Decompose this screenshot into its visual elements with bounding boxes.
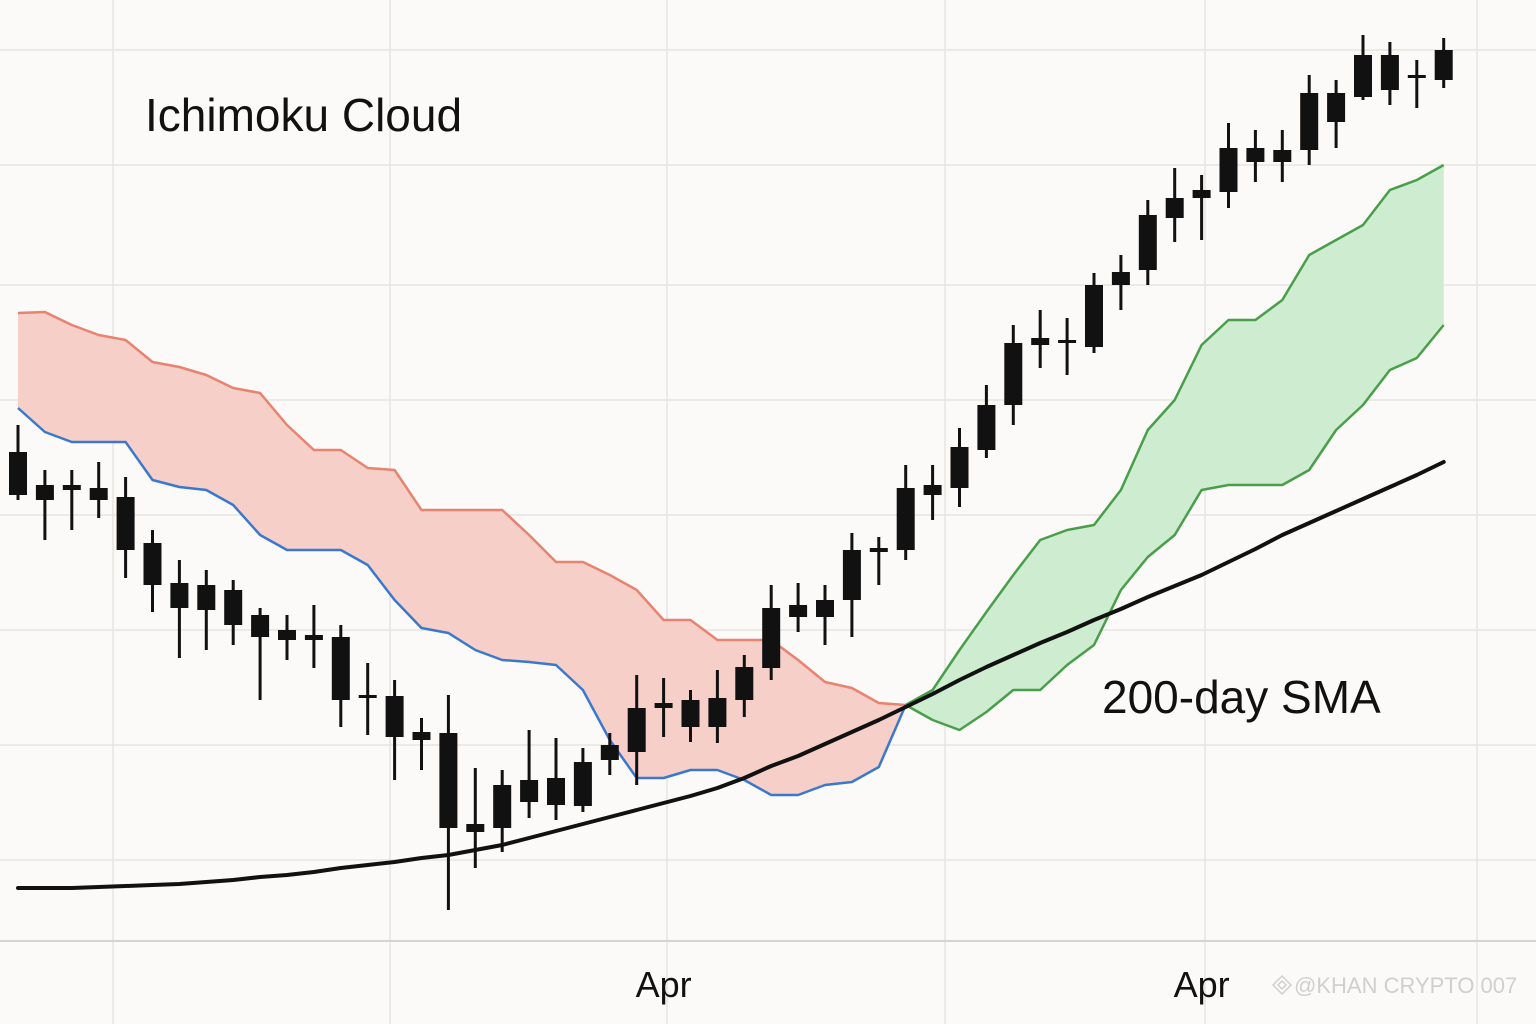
candle-body [224, 590, 243, 625]
candle-body [977, 405, 996, 450]
candle-body [358, 695, 377, 698]
candle-body [89, 488, 108, 500]
candle-body [412, 732, 431, 740]
candle-body [547, 778, 565, 805]
candle-body [35, 485, 54, 500]
candle-body [789, 605, 808, 617]
candle-body [251, 615, 270, 637]
candle-body [1354, 55, 1372, 97]
candle-body [9, 452, 27, 495]
candle-body [197, 585, 216, 610]
cloud-upper-line [17, 310, 906, 707]
candle-body [1111, 272, 1130, 285]
candles [9, 35, 1453, 910]
candle-body [1219, 148, 1238, 192]
candle-body [385, 696, 404, 737]
candle-body [1058, 340, 1077, 343]
candle-body [816, 600, 834, 617]
candle-body [331, 637, 350, 700]
candle-body [1192, 190, 1211, 198]
candle-body [1246, 148, 1265, 162]
candle-body [923, 485, 942, 495]
candle-body [762, 608, 781, 668]
candle-body [1273, 150, 1292, 162]
labels: Ichimoku Cloud 200-day SMA @KHAN CRYPTO … [145, 89, 1517, 1005]
candle-body [654, 703, 673, 708]
candle-body [869, 548, 888, 552]
chart-title: Ichimoku Cloud [145, 89, 462, 141]
candle-body [896, 488, 915, 550]
candle-body [170, 583, 189, 608]
candle-body [1434, 50, 1453, 80]
candle-body [1085, 285, 1103, 347]
sma-layer [16, 460, 1446, 890]
candle-body [708, 698, 727, 727]
candle-body [1380, 55, 1399, 90]
candle-body [735, 667, 754, 700]
candle-body [278, 630, 296, 640]
candle-body [1004, 343, 1023, 405]
candle-body [116, 497, 135, 550]
candle-body [1031, 338, 1050, 345]
candle-body [493, 785, 512, 828]
candle-body [439, 733, 458, 828]
candle-body [62, 485, 81, 490]
x-tick-label: Apr [636, 964, 692, 1005]
x-tick-label: Apr [1174, 964, 1230, 1005]
candle-body [1138, 215, 1157, 270]
candle-body [573, 762, 592, 806]
candle-body [627, 708, 646, 752]
candle-body [1407, 75, 1426, 78]
candle-body [304, 635, 323, 640]
candle-body [842, 550, 861, 600]
cloud-upper-line [905, 163, 1445, 707]
clouds [17, 163, 1445, 797]
candle-body [1165, 198, 1184, 218]
cloud-fill [905, 165, 1444, 730]
candle-body [681, 700, 700, 727]
cloud-lower-line [17, 407, 907, 797]
candle-body [1327, 93, 1346, 122]
candle-body [143, 543, 162, 585]
cloud-lower-line [905, 324, 1445, 732]
candle-body [1300, 93, 1319, 150]
sma-line [16, 460, 1446, 890]
annotation: 200-day SMA [1102, 671, 1381, 723]
candle-body [950, 447, 969, 488]
candle-body [466, 824, 485, 832]
candle-body [600, 745, 619, 760]
candle-body [520, 780, 539, 802]
watermark: @KHAN CRYPTO 007 [1294, 973, 1517, 998]
watermark-icon [1271, 974, 1293, 996]
cloud-fill [18, 312, 906, 795]
